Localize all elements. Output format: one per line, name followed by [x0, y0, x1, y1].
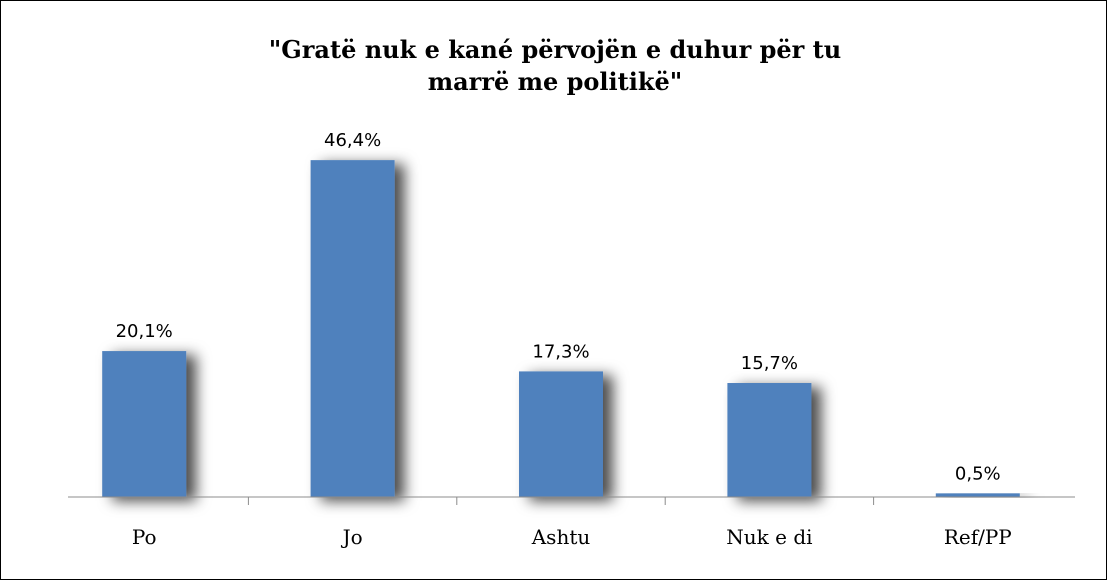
- category-label: Ref/PP: [944, 525, 1012, 549]
- value-label: 46,4%: [324, 130, 381, 151]
- category-label: Jo: [341, 525, 363, 549]
- value-label: 17,3%: [532, 341, 589, 362]
- value-label: 20,1%: [116, 321, 173, 342]
- bar: [310, 160, 395, 498]
- bar: [102, 351, 187, 497]
- bar: [519, 371, 603, 497]
- value-label: 15,7%: [741, 353, 798, 374]
- bar: [935, 493, 1020, 497]
- chart-title: "Gratë nuk e kané përvojën e duhur për t…: [268, 35, 842, 96]
- value-label: 0,5%: [955, 463, 1001, 484]
- category-label: Nuk e di: [726, 525, 812, 549]
- bar: [727, 383, 812, 497]
- category-label: Po: [132, 525, 157, 549]
- category-label: Ashtu: [531, 525, 591, 549]
